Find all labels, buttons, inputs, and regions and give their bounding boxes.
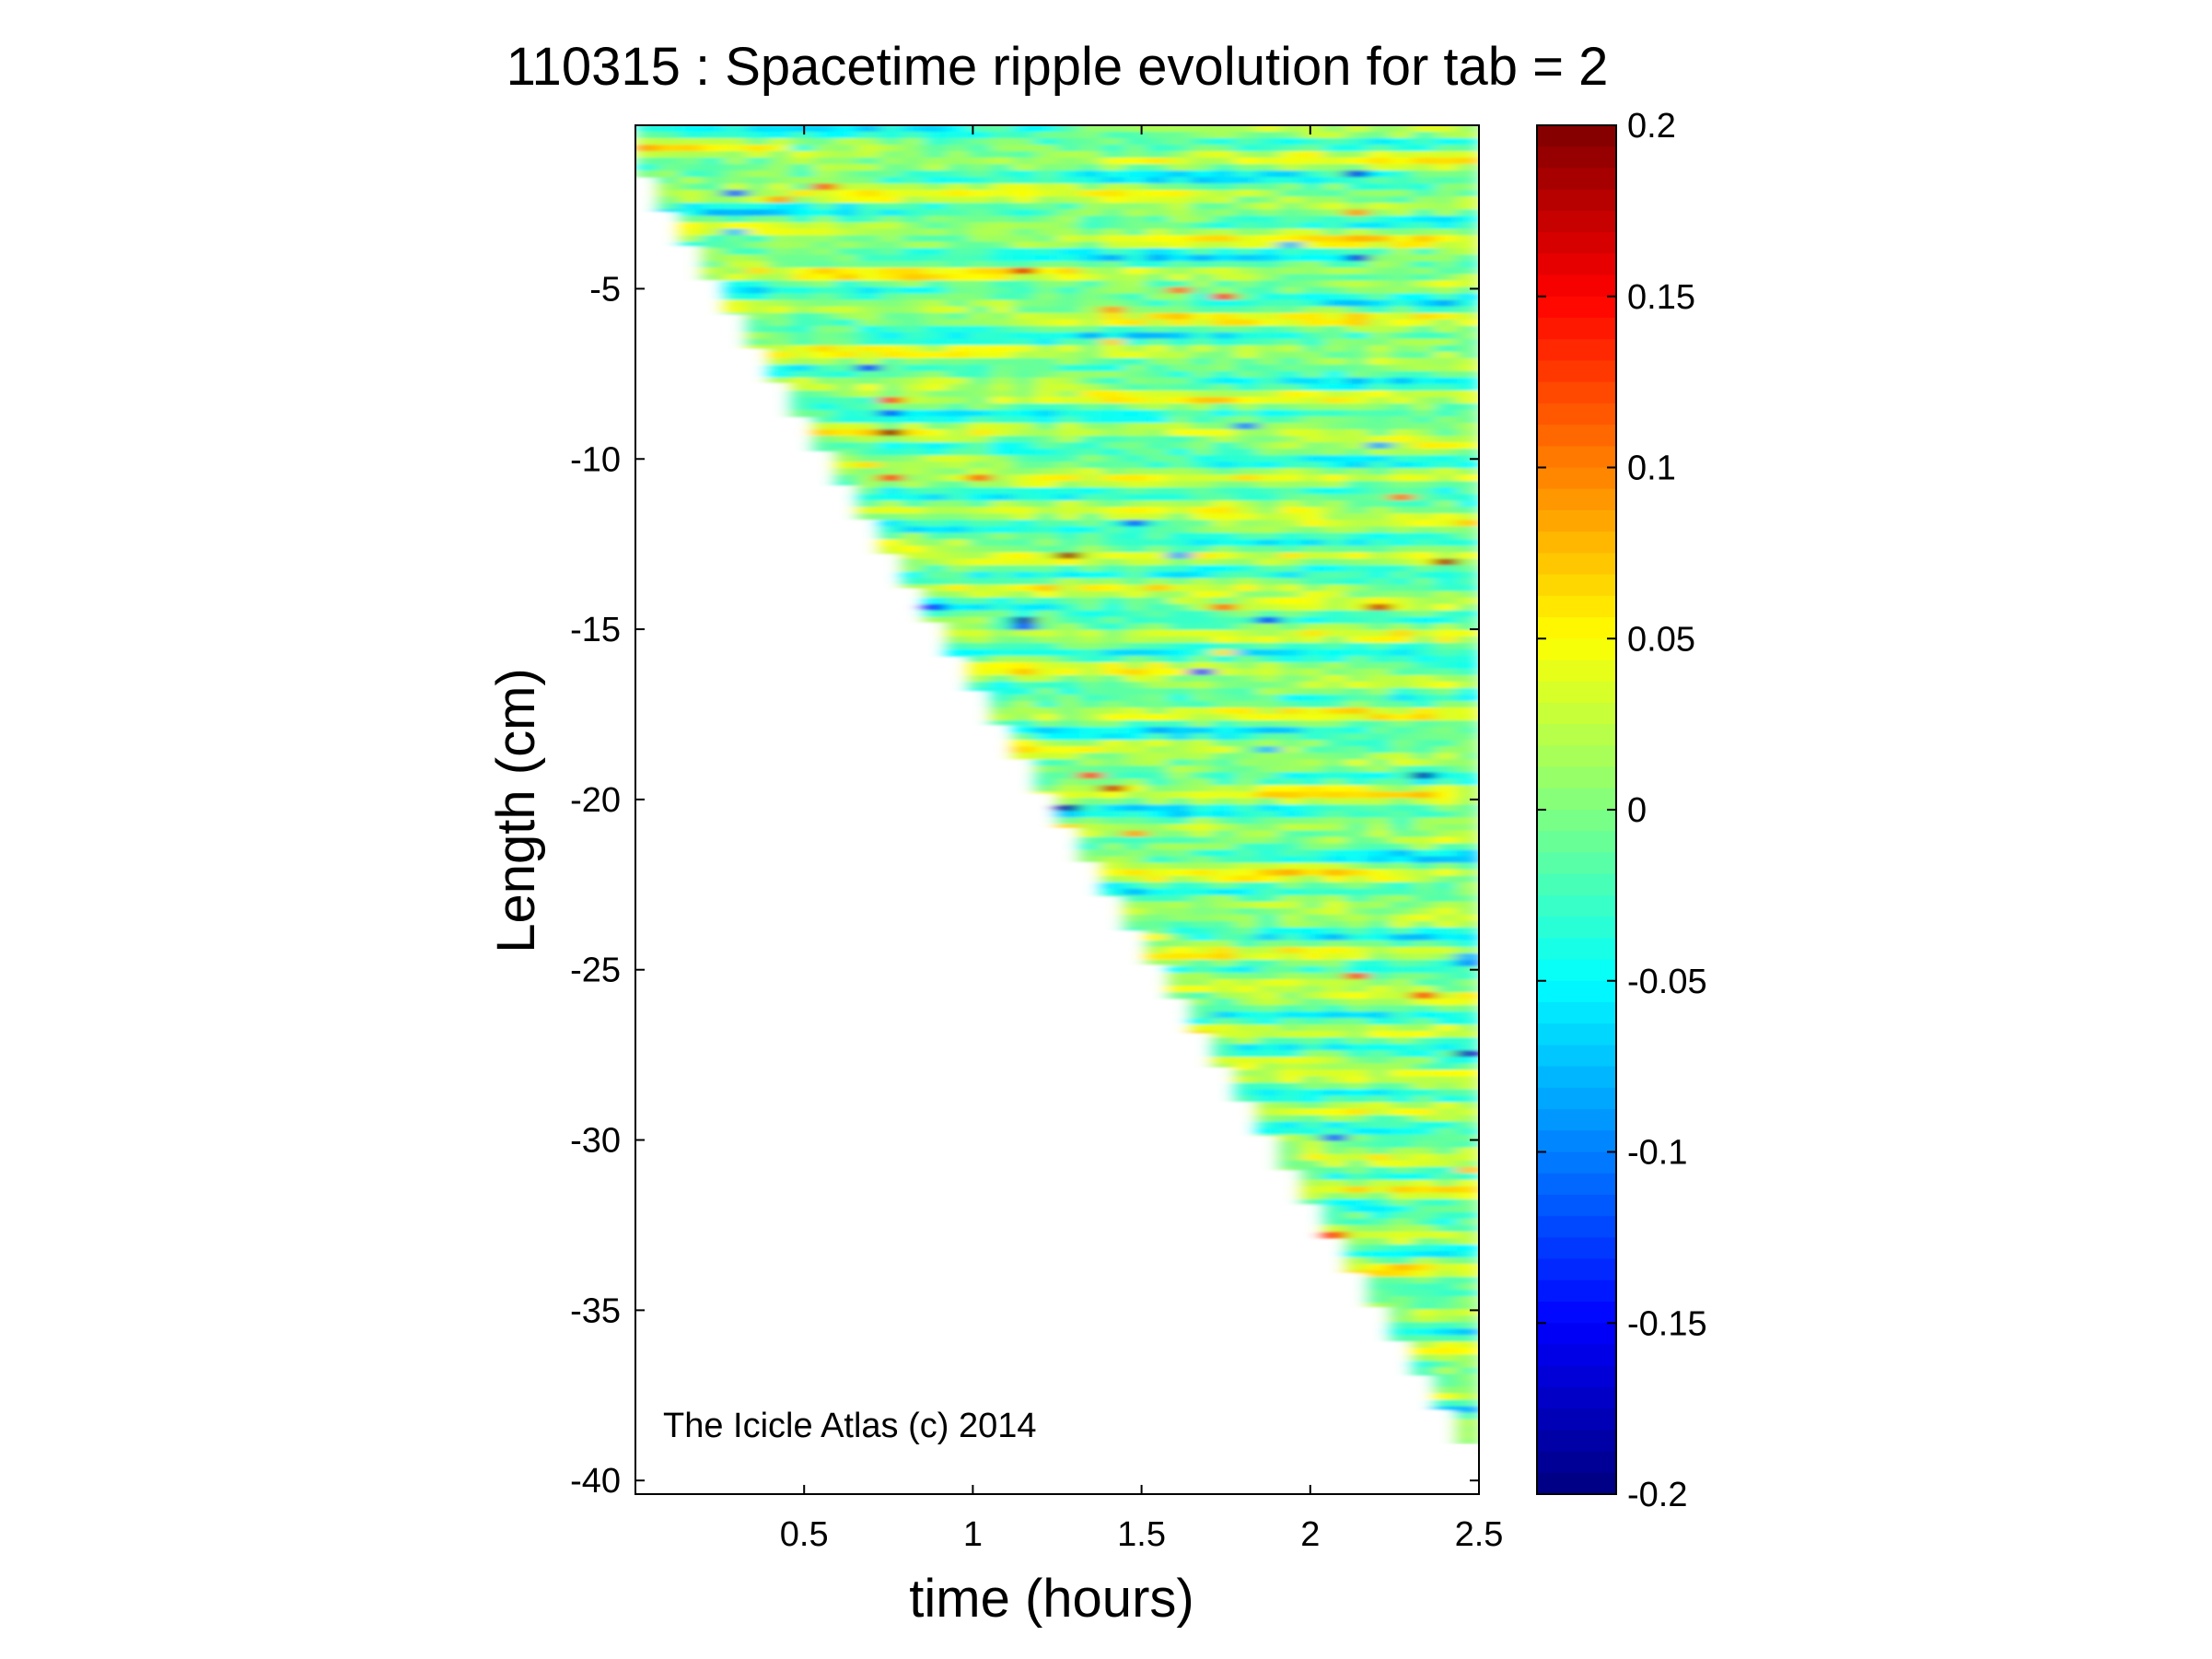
colorbar-tick-label: 0.1: [1627, 450, 1676, 488]
colorbar-segment: [1537, 360, 1616, 383]
colorbar-segment: [1537, 980, 1616, 1003]
y-tick-label: -35: [570, 1291, 621, 1330]
x-tick-label: 1: [963, 1515, 983, 1554]
colorbar-segment: [1537, 1151, 1616, 1174]
y-tick-label: -30: [570, 1122, 621, 1161]
colorbar-segment: [1537, 788, 1616, 811]
colorbar-segment: [1537, 467, 1616, 490]
colorbar-segment: [1537, 253, 1616, 276]
colorbar-segment: [1537, 873, 1616, 896]
colorbar-segment: [1537, 403, 1616, 426]
colorbar-segment: [1537, 917, 1616, 939]
colorbar-segment: [1537, 1194, 1616, 1217]
colorbar-segment: [1537, 1302, 1616, 1324]
colorbar-segment: [1537, 938, 1616, 961]
colorbar-segment: [1537, 210, 1616, 233]
y-tick-label: -20: [570, 781, 621, 820]
colorbar-segment: [1537, 275, 1616, 298]
colorbar-segment: [1537, 702, 1616, 725]
colorbar-segment: [1537, 1279, 1616, 1303]
colorbar-segment: [1537, 488, 1616, 511]
x-axis-label: time (hours): [909, 1569, 1193, 1629]
colorbar-segment: [1537, 1001, 1616, 1024]
plot-frame: [634, 124, 1480, 1495]
colorbar-segment: [1537, 959, 1616, 982]
x-axis: 0.5 1 1.5 2 2.5: [780, 125, 1504, 1554]
colorbar-segment: [1537, 1045, 1616, 1068]
colorbar-segment: [1537, 1109, 1616, 1131]
colorbar-segment: [1537, 617, 1616, 639]
colorbar-tick-label: -0.15: [1627, 1304, 1707, 1343]
colorbar-segment: [1537, 1066, 1616, 1089]
x-tick-label: 0.5: [780, 1515, 829, 1554]
y-tick-label: -10: [570, 440, 621, 479]
colorbar-segment: [1537, 532, 1616, 554]
colorbar-segment: [1537, 1237, 1616, 1260]
colorbar-segment: [1537, 831, 1616, 854]
y-tick-label: -40: [570, 1462, 621, 1501]
colorbar-segment: [1537, 1258, 1616, 1281]
colorbar-segment: [1537, 125, 1616, 147]
colorbar-segment: [1537, 1344, 1616, 1367]
colorbar-segment: [1537, 574, 1616, 597]
heatmap-cells: [635, 125, 1479, 1444]
colorbar-segment: [1537, 1323, 1616, 1346]
colorbar-segment: [1537, 660, 1616, 683]
colorbar-segment: [1537, 810, 1616, 832]
colorbar: [1537, 125, 1616, 1495]
colorbar-segment: [1537, 1430, 1616, 1453]
colorbar-segment: [1537, 852, 1616, 875]
y-tick-label: -25: [570, 952, 621, 990]
x-tick-label: 2: [1300, 1515, 1320, 1554]
colorbar-segment: [1537, 1451, 1616, 1474]
colorbar-segment: [1537, 509, 1616, 532]
colorbar-segment: [1537, 1023, 1616, 1046]
colorbar-segment: [1537, 1408, 1616, 1431]
colorbar-segment: [1537, 296, 1616, 319]
colorbar-segment: [1537, 1087, 1616, 1110]
colorbar-segment: [1537, 595, 1616, 618]
colorbar-segment: [1537, 724, 1616, 746]
colorbar-ticks: 0.2 0.15 0.1 0.05 0 -0.05 -0.1 -0.15 -0.2: [1537, 107, 1707, 1514]
colorbar-segment: [1537, 766, 1616, 789]
chart-title: 110315 : Spacetime ripple evolution for …: [506, 37, 1609, 97]
colorbar-segment: [1537, 638, 1616, 661]
colorbar-segment: [1537, 317, 1616, 340]
colorbar-segment: [1537, 1130, 1616, 1153]
colorbar-segment: [1537, 1472, 1616, 1495]
colorbar-segment: [1537, 146, 1616, 169]
y-tick-label: -5: [589, 270, 621, 309]
colorbar-tick-label: 0.05: [1627, 620, 1695, 659]
colorbar-segment: [1537, 894, 1616, 917]
colorbar-segment: [1537, 1386, 1616, 1409]
x-tick-label: 1.5: [1117, 1515, 1166, 1554]
colorbar-tick-label: 0: [1627, 791, 1647, 830]
copyright-annotation: The Icicle Atlas (c) 2014: [663, 1407, 1037, 1445]
colorbar-tick-label: -0.2: [1627, 1476, 1687, 1514]
colorbar-tick-label: 0.2: [1627, 107, 1676, 146]
colorbar-tick-label: -0.05: [1627, 963, 1707, 1001]
y-axis-label: Length (cm): [486, 668, 546, 952]
colorbar-segment: [1537, 1216, 1616, 1238]
y-tick-label: -15: [570, 611, 621, 649]
colorbar-segment: [1537, 446, 1616, 469]
colorbar-segment: [1537, 1365, 1616, 1388]
y-axis: -5 -10 -15 -20 -25 -30 -35 -40: [570, 270, 1479, 1501]
x-tick-label: 2.5: [1455, 1515, 1504, 1554]
colorbar-tick-label: 0.15: [1627, 278, 1695, 317]
colorbar-segment: [1537, 168, 1616, 191]
colorbar-segment: [1537, 189, 1616, 212]
colorbar-segment: [1537, 681, 1616, 704]
colorbar-segment: [1537, 339, 1616, 362]
colorbar-segment: [1537, 425, 1616, 447]
colorbar-segment: [1537, 1173, 1616, 1196]
colorbar-segment: [1537, 745, 1616, 768]
colorbar-segment: [1537, 553, 1616, 576]
colorbar-tick-label: -0.1: [1627, 1134, 1687, 1173]
colorbar-segment: [1537, 232, 1616, 254]
colorbar-segment: [1537, 381, 1616, 404]
